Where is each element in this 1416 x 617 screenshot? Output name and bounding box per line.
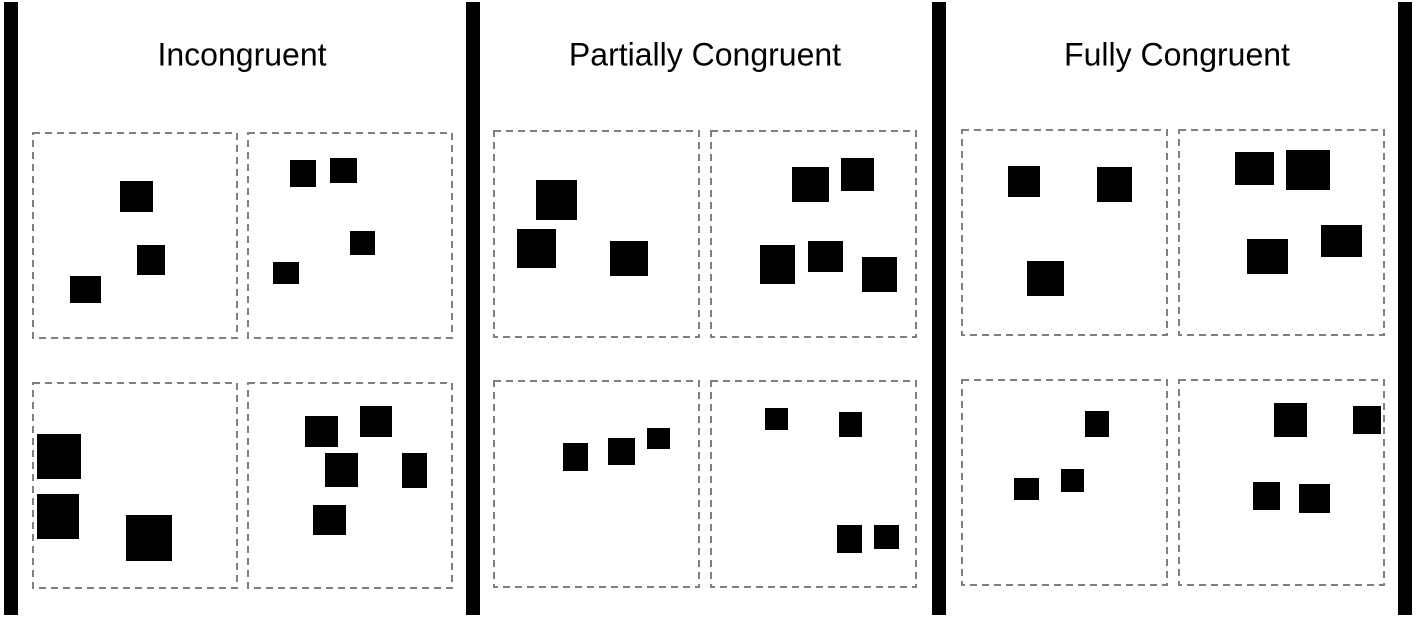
stimulus-frame (32, 382, 238, 589)
stimulus-frame (247, 132, 453, 339)
stimulus-frame (1178, 129, 1385, 336)
divider (1398, 2, 1412, 615)
square (402, 453, 427, 488)
square (765, 408, 788, 430)
stimulus-frame (1178, 379, 1385, 586)
square (1014, 478, 1039, 500)
stimulus-frame (710, 380, 917, 588)
stimulus-frame (247, 382, 453, 589)
square (841, 158, 874, 191)
square (536, 180, 577, 220)
stimulus-frame (493, 130, 700, 338)
square (563, 443, 588, 471)
square (608, 438, 635, 465)
square (273, 262, 299, 284)
square (1299, 484, 1330, 513)
square (1286, 150, 1330, 190)
square (1353, 406, 1381, 434)
stimulus-frame (32, 132, 238, 339)
square (1097, 167, 1132, 202)
square (610, 241, 648, 276)
divider (932, 2, 946, 615)
square (1321, 225, 1362, 257)
square (1061, 469, 1084, 492)
divider (466, 2, 480, 615)
square (1235, 152, 1274, 185)
square (1253, 482, 1280, 510)
square (874, 525, 899, 549)
square (37, 494, 79, 539)
square (350, 231, 375, 255)
stimulus-frame (961, 379, 1168, 586)
square (305, 416, 338, 447)
square (862, 257, 897, 292)
square (647, 428, 670, 449)
square (792, 167, 829, 202)
panel-title: Incongruent (157, 36, 326, 72)
square (1008, 166, 1040, 197)
square (313, 505, 346, 535)
square (137, 245, 165, 275)
square (1027, 261, 1064, 296)
square (1247, 239, 1288, 274)
square (1274, 403, 1307, 437)
stimulus-frame (710, 130, 917, 338)
stimulus-frame (961, 129, 1168, 336)
divider (4, 2, 18, 615)
square (839, 412, 862, 437)
square (290, 160, 316, 187)
square (70, 276, 101, 303)
square (325, 453, 358, 487)
square (760, 245, 795, 284)
stimulus-frame (493, 380, 700, 588)
square (808, 241, 843, 272)
square (37, 434, 81, 479)
square (330, 158, 357, 183)
panel-title: Partially Congruent (569, 36, 841, 72)
square (1085, 411, 1109, 437)
square (837, 525, 862, 553)
square (120, 181, 153, 212)
square (126, 515, 172, 561)
panel-title: Fully Congruent (1064, 36, 1290, 72)
square (517, 229, 556, 268)
square (360, 406, 392, 437)
